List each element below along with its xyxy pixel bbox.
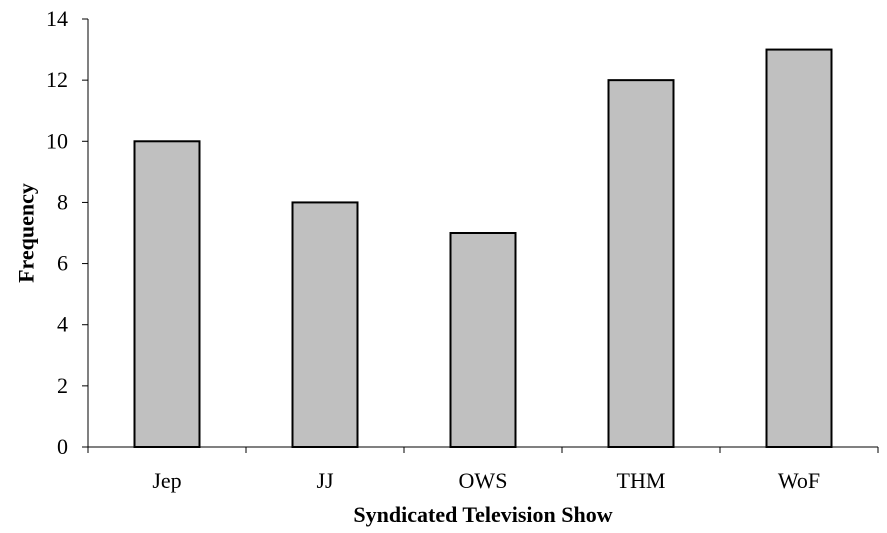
category-label: WoF xyxy=(778,468,820,493)
category-label: JJ xyxy=(316,468,334,493)
x-axis-ticks: Jep JJ OWS THM WoF xyxy=(87,447,879,493)
bars-group xyxy=(133,48,833,449)
y-axis-title: Frequency xyxy=(14,183,39,283)
bar-jj xyxy=(291,201,359,448)
bar-jep xyxy=(133,140,201,449)
y-tick-label: 4 xyxy=(57,312,68,337)
y-tick-label: 8 xyxy=(57,189,68,214)
category-label: OWS xyxy=(459,468,508,493)
category-label: THM xyxy=(617,468,666,493)
y-tick-label: 0 xyxy=(57,434,68,459)
y-tick-label: 10 xyxy=(46,128,68,153)
y-tick-label: 14 xyxy=(46,6,68,31)
y-tick-label: 12 xyxy=(46,67,68,92)
y-axis-ticks: 0 2 4 6 8 10 12 14 xyxy=(46,6,88,459)
y-tick-label: 6 xyxy=(57,251,68,276)
bar-ows xyxy=(449,232,517,448)
category-label: Jep xyxy=(152,468,181,493)
y-tick-label: 2 xyxy=(57,373,68,398)
x-axis-title: Syndicated Television Show xyxy=(353,502,612,527)
bar-wof xyxy=(765,48,833,448)
bar-thm xyxy=(607,79,675,449)
